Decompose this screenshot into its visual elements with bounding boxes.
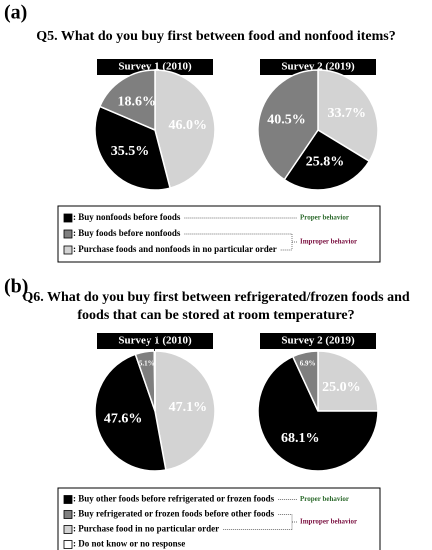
question: Q5. What do you buy first between food a… [36,29,396,44]
pie-slice [94,353,167,472]
pie-slice [154,69,216,189]
chart-title: Survey 2 (2019) [281,335,355,347]
question: Q6. What do you buy first between refrig… [22,290,410,305]
note-proper: Proper behavior [300,214,349,222]
survey-header [97,333,213,349]
legend-swatch [63,229,73,239]
data-label: 25.8% [306,154,345,169]
data-label: 40.5% [267,113,306,128]
pie-slice [154,350,216,471]
pie-slice [317,350,379,412]
legend-text: : Buy nonfoods before foods [73,212,181,222]
note-proper: Proper behavior [300,495,349,503]
panel-label: (b) [4,276,28,298]
data-label: 47.6% [104,412,143,427]
data-label: 6.9% [300,360,316,368]
note-improper: Improper behavior [300,238,357,246]
legend-swatch [63,245,73,255]
legend-swatch [63,213,73,223]
legend-box [57,487,381,550]
legend-box [57,205,381,263]
pie-slice [257,69,319,181]
legend-swatch [63,510,73,519]
pie-slice [94,105,172,191]
data-label: 68.1% [281,431,320,446]
legend-text: : Buy other foods before refrigerated or… [73,494,275,504]
pie-slice [153,350,156,412]
survey-header [260,59,376,75]
survey-header [260,333,376,349]
pie-slice [98,69,156,132]
legend-swatch [63,540,73,549]
pie-slice [291,350,319,412]
question: foods that can be stored at room tempera… [77,308,354,323]
legend-text: : Buy refrigerated or frozen foods befor… [73,509,275,519]
legend-text: : Do not know or no response [73,539,185,549]
chart-title: Survey 1 (2010) [118,61,192,73]
pie-slice [283,128,371,191]
panel-label: (a) [4,2,27,24]
survey-header [97,59,213,75]
note-improper: Improper behavior [300,518,357,526]
data-label: 35.5% [111,144,150,159]
chart-title: Survey 2 (2019) [281,61,355,73]
data-label: 47.1% [169,400,208,415]
data-label: 0.2% [146,334,164,343]
data-label: 5.1% [139,359,155,367]
legend-text: : Purchase food in no particular order [73,524,219,534]
legend-text: : Buy foods before nonfoods [73,228,181,238]
data-label: 18.6% [118,95,157,110]
data-label: 46.0% [168,118,207,133]
pie-slice [257,355,379,472]
legend-swatch [63,495,73,504]
chart-title: Survey 1 (2010) [118,335,192,347]
data-label: 25.0% [322,380,361,395]
data-label: 33.7% [328,106,367,121]
legend-swatch [63,525,73,534]
legend-text: : Purchase foods and nonfoods in no part… [73,244,277,254]
